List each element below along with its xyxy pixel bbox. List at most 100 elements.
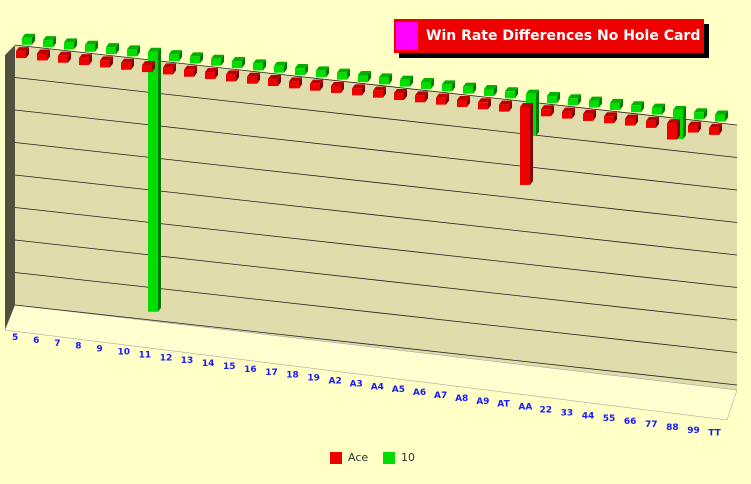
bar-face [541, 109, 551, 117]
x-tick-label: 19 [307, 374, 320, 384]
bar-top [589, 96, 602, 101]
bar-side [320, 79, 323, 91]
bar-face [400, 79, 410, 87]
bar [520, 102, 533, 185]
bar-side [68, 51, 71, 63]
bar-side [95, 40, 98, 52]
bar-top [547, 91, 560, 96]
bar-top [379, 73, 392, 78]
legend-swatch [330, 452, 342, 464]
floor [4, 304, 738, 421]
bar-side [572, 107, 575, 119]
bar-top [442, 80, 455, 85]
bar-face [253, 63, 263, 71]
bar [310, 79, 323, 91]
bar-top [604, 112, 617, 117]
bar-top [232, 57, 245, 62]
bar-face [121, 62, 131, 70]
bar-top [478, 98, 491, 103]
bar-side [389, 73, 392, 85]
bar-face [337, 72, 347, 80]
bar-side [173, 63, 176, 75]
bar-face [226, 74, 236, 82]
bar [505, 87, 518, 99]
x-tick-label: TT [708, 429, 721, 439]
x-tick-label: 9 [96, 345, 102, 355]
bar-top [295, 64, 308, 69]
legend-swatch [383, 452, 395, 464]
x-tick-label: AT [497, 400, 510, 410]
bar-side [635, 114, 638, 126]
bar [268, 75, 281, 87]
bar [352, 84, 365, 96]
grid-line [14, 207, 738, 288]
x-tick-label: 44 [582, 411, 595, 421]
bar [58, 51, 71, 63]
x-tick-label: 18 [286, 371, 299, 381]
x-tick-label: 66 [624, 417, 637, 427]
bar-top [625, 114, 638, 119]
bar [121, 58, 134, 70]
bar-face [37, 53, 47, 61]
bar [358, 71, 371, 83]
bar-top [463, 82, 476, 87]
bar [43, 36, 56, 48]
bar [226, 70, 239, 82]
bar-top [58, 51, 71, 56]
x-tick-label: A3 [350, 379, 363, 389]
bar-face [100, 60, 110, 68]
x-tick-label: A7 [434, 391, 447, 401]
bar-top [457, 95, 470, 100]
bar-side [194, 65, 197, 77]
bar-top [226, 70, 239, 75]
bar [127, 45, 140, 57]
bar-side [158, 47, 161, 312]
bar-face [142, 65, 152, 73]
bar-face [163, 67, 173, 75]
bar-side [74, 38, 77, 50]
bar-side [683, 105, 686, 140]
bar [499, 100, 512, 112]
bar [100, 56, 113, 68]
bar-side [515, 87, 518, 99]
bar [247, 72, 260, 84]
bar-face [64, 42, 74, 50]
bar-face [568, 98, 578, 106]
bar-top [205, 68, 218, 73]
x-tick-label: 16 [244, 365, 257, 375]
x-tick-label: 33 [561, 408, 574, 418]
x-tick-label: 8 [75, 342, 81, 352]
bar-top [121, 58, 134, 63]
bar-face [289, 81, 299, 89]
bar-top [184, 65, 197, 70]
bar-side [326, 66, 329, 78]
bar-side [551, 105, 554, 117]
bar-face [646, 120, 656, 128]
bar [37, 49, 50, 61]
bar-side [410, 75, 413, 87]
bar-side [656, 116, 659, 128]
bar-side [26, 47, 29, 59]
bar-top [583, 109, 596, 114]
x-tick-label: A5 [392, 385, 405, 395]
bar-side [662, 103, 665, 115]
bar-top [715, 110, 728, 115]
bar-side [614, 112, 617, 124]
x-tick-label: 14 [202, 359, 215, 369]
bar [142, 61, 155, 73]
bar-face [415, 95, 425, 103]
title-icon [396, 22, 418, 50]
bar-side [467, 95, 470, 107]
bar [583, 109, 596, 121]
legend-label: 10 [401, 451, 415, 464]
bar [589, 96, 602, 108]
bar-side [257, 72, 260, 84]
bar [400, 75, 413, 87]
bar-side [131, 58, 134, 70]
bar-face [331, 86, 341, 94]
bar-side [530, 102, 533, 185]
bar-side [263, 59, 266, 71]
bar-side [425, 91, 428, 103]
bar [568, 94, 581, 106]
